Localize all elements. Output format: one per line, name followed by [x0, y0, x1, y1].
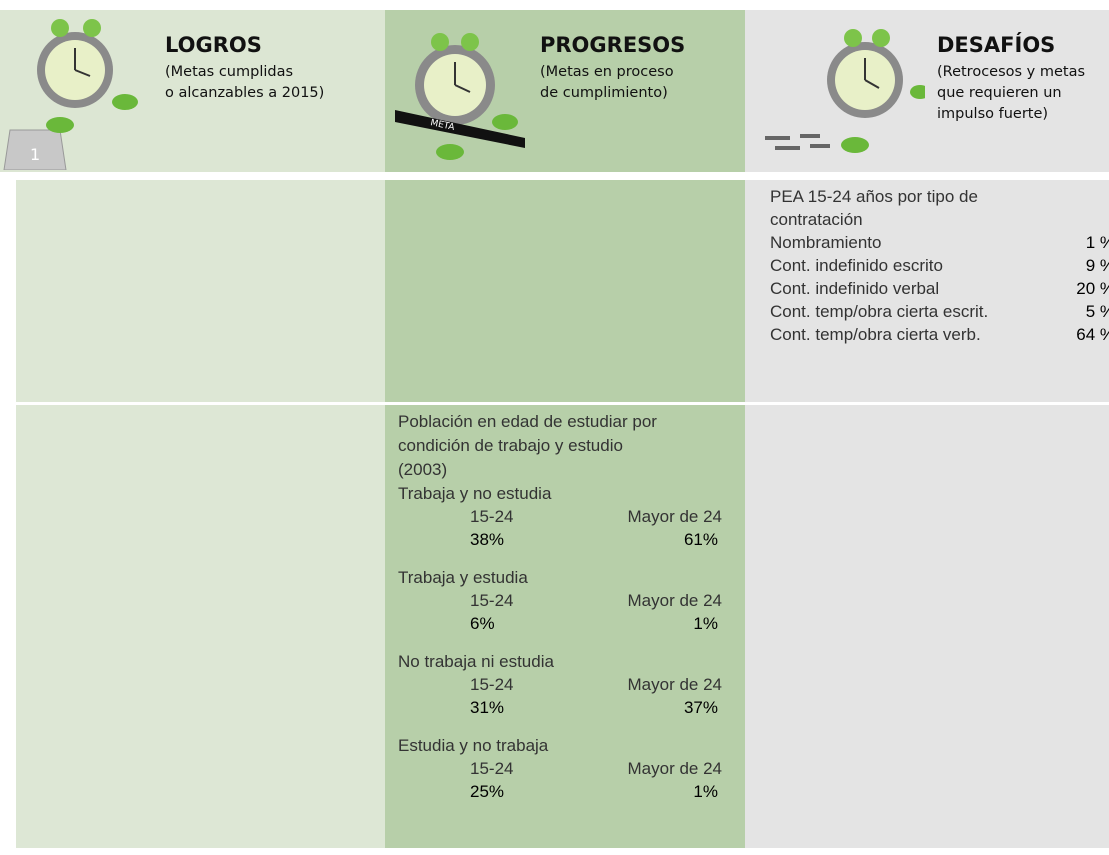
cell	[745, 180, 1109, 402]
col-label: 15-24	[470, 675, 514, 694]
item-value: 1 %	[1085, 233, 1109, 252]
header-subtitle: impulso fuerte)	[937, 106, 1049, 122]
icon-podium: 1	[3, 19, 138, 170]
col-label: Mayor de 24	[627, 591, 723, 610]
cell	[745, 405, 1109, 848]
section-title: contratación	[770, 210, 863, 229]
group-name: Estudia y no trabaja	[398, 736, 549, 755]
col-label: 15-24	[470, 759, 514, 778]
podium-label: 1	[30, 145, 40, 164]
value: 37%	[683, 698, 718, 717]
value: 25%	[470, 782, 505, 801]
header-subtitle: o alcanzables a 2015)	[165, 85, 325, 101]
item-label: Cont. indefinido escrito	[770, 256, 943, 275]
item-label: Cont. temp/obra cierta verb.	[770, 325, 981, 344]
col-label: Mayor de 24	[627, 759, 723, 778]
item-label: Cont. temp/obra cierta escrit.	[770, 302, 989, 321]
item-value: 20 %	[1076, 279, 1109, 298]
header-title: DESAFÍOS	[937, 33, 1056, 57]
header-subtitle: (Metas en proceso	[540, 64, 674, 80]
cell	[16, 180, 385, 402]
header-desafios	[745, 10, 1109, 172]
item-label: Cont. indefinido verbal	[770, 279, 940, 298]
value: 6%	[470, 614, 495, 633]
value: 31%	[470, 698, 505, 717]
cell	[385, 405, 745, 848]
section-title: (2003)	[398, 460, 448, 479]
header-subtitle: que requieren un	[937, 85, 1062, 101]
section-title: condición de trabajo y estudio	[398, 436, 623, 455]
item-label: Nombramiento	[770, 233, 882, 252]
cell	[16, 405, 385, 848]
header-subtitle: (Retrocesos y metas	[937, 64, 1086, 80]
header-title: PROGRESOS	[540, 33, 686, 57]
col-label: 15-24	[470, 507, 514, 526]
col-label: Mayor de 24	[627, 675, 723, 694]
section-title: PEA 15-24 años por tipo de	[770, 187, 978, 206]
value: 1%	[693, 614, 718, 633]
col-label: Mayor de 24	[627, 507, 723, 526]
group-name: Trabaja y estudia	[398, 568, 528, 587]
group-name: Trabaja y no estudia	[398, 484, 552, 503]
header-title: LOGROS	[165, 33, 262, 57]
header-subtitle: (Metas cumplidas	[165, 64, 294, 80]
group-name: No trabaja ni estudia	[398, 652, 554, 671]
value: 38%	[470, 530, 505, 549]
icon-desafio	[765, 29, 925, 153]
icon-progreso: META	[395, 33, 525, 160]
section-title: Población en edad de estudiar por	[398, 412, 657, 431]
cell	[385, 180, 745, 402]
value: 61%	[683, 530, 718, 549]
value: 1%	[693, 782, 718, 801]
item-value: 9 %	[1085, 256, 1109, 275]
item-value: 64 %	[1076, 325, 1109, 344]
col-label: 15-24	[470, 591, 514, 610]
header-subtitle: de cumplimiento)	[540, 85, 668, 101]
item-value: 5 %	[1085, 302, 1109, 321]
